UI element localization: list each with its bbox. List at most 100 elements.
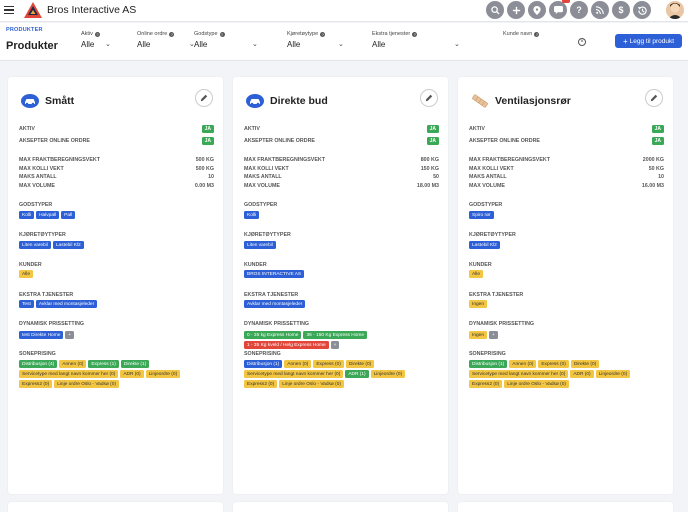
menu-icon[interactable] — [4, 6, 14, 15]
row-label: MAX FRAKTBEREGNINGSVEKT — [19, 157, 100, 163]
filter-godstype[interactable]: Godstype? Alle ⌄ — [194, 31, 264, 53]
help-icon[interactable]: ? — [570, 1, 588, 19]
row-label: AKTIV — [469, 126, 485, 132]
section-label: EKSTRA TJENESTER — [19, 292, 74, 298]
info-row: MAX VOLUME 16.00 M3 — [469, 182, 664, 190]
breadcrumb[interactable]: PRODUKTER — [6, 27, 43, 33]
section-label: EKSTRA TJENESTER — [244, 292, 299, 298]
filter-label: Kjøretøytype — [287, 31, 319, 37]
info-row: AKSEPTER ONLINE ORDRE JA — [244, 137, 439, 145]
tag-list: 0 - 35 kg Express Home 36 - 150 Kg Expres… — [244, 331, 439, 351]
tag: BROS INTERACTIVE AS — [244, 270, 305, 278]
row-value: 150 KG — [420, 166, 439, 172]
filter-kjoretoytype[interactable]: Kjøretøytype? Alle ⌄ — [287, 31, 347, 53]
section-label: SONEPRISING — [244, 351, 281, 357]
tag-list: Distribusjon (1) Annen (0) Express (0) Dire… — [244, 360, 439, 390]
row-label: AKTIV — [244, 126, 260, 132]
rss-icon[interactable] — [591, 1, 609, 19]
product-card — [8, 502, 223, 512]
user-avatar[interactable] — [666, 1, 684, 19]
filter-label: Aktiv — [81, 31, 93, 37]
filter-value: Alle — [287, 40, 301, 49]
add-icon[interactable] — [507, 1, 525, 19]
dollar-icon[interactable]: $ — [612, 1, 630, 19]
tag: 36 - 150 Kg Express Home — [303, 331, 368, 339]
row-value: 500 KG — [195, 157, 214, 163]
help-icon: ? — [412, 31, 418, 37]
row-label: AKTIV — [19, 126, 35, 132]
tag: Express (0) — [538, 360, 569, 368]
section-label: DYNAMISK PRISSETTING — [19, 321, 85, 327]
edit-icon[interactable] — [195, 89, 213, 107]
tag-list: Liten varebil — [244, 241, 439, 251]
car-icon — [246, 94, 264, 108]
filter-label: Online ordre — [137, 31, 168, 37]
status-badge: JA — [201, 125, 214, 133]
section-label: SONEPRISING — [19, 351, 56, 357]
filter-kunde-navn[interactable]: Kunde navn? — [503, 31, 573, 53]
help-icon: ? — [169, 31, 175, 37]
row-label: MAX KOLLI VEKT — [19, 166, 64, 172]
tag: Express2 (0) — [244, 380, 278, 388]
map-pin-icon[interactable] — [528, 1, 546, 19]
row-label: MAX FRAKTBEREGNINGSVEKT — [244, 157, 325, 163]
chevron-down-icon: ⌄ — [338, 41, 344, 48]
add-product-label: Legg til produkt — [629, 37, 675, 45]
help-icon: ? — [320, 31, 326, 37]
car-icon — [21, 94, 39, 108]
help-icon: ? — [534, 31, 540, 37]
app-title: Bros Interactive AS — [47, 4, 137, 16]
row-value: 50 KG — [648, 166, 664, 172]
tag: Distribusjon (1) — [469, 360, 508, 368]
tag: Pall — [61, 211, 76, 219]
product-card — [458, 502, 673, 512]
section-label: KUNDER — [244, 262, 267, 268]
tag: Direkte (0) — [570, 360, 600, 368]
tag-list: Kolli — [244, 211, 439, 221]
section-label: GODSTYPER — [244, 202, 278, 208]
edit-icon[interactable] — [420, 89, 438, 107]
top-bar: Bros Interactive AS ? $ — [0, 0, 688, 22]
tag-list: Alle — [469, 270, 664, 280]
tag: Linjeordre (0) — [370, 370, 406, 378]
info-row: MAX FRAKTBEREGNINGSVEKT 2000 KG — [469, 156, 664, 164]
add-pricing-button[interactable]: + — [65, 331, 75, 339]
tag: Lastebil Kl2 — [469, 241, 500, 249]
filter-label: Kunde navn — [503, 31, 533, 37]
search-icon[interactable] — [486, 1, 504, 19]
filter-online-ordre[interactable]: Online ordre? Alle ⌄ — [137, 31, 197, 53]
chat-icon[interactable] — [549, 0, 570, 19]
filter-label: Ekstra tjenester — [372, 31, 411, 37]
tag: Halvpall — [36, 211, 60, 219]
row-value: 10 — [658, 174, 664, 180]
history-icon[interactable] — [633, 1, 651, 19]
add-pricing-button[interactable]: + — [489, 331, 498, 339]
info-row: AKSEPTER ONLINE ORDRE JA — [469, 137, 664, 145]
add-pricing-button[interactable]: + — [330, 341, 340, 349]
add-product-button[interactable]: + Legg til produkt — [615, 34, 682, 48]
filter-aktiv[interactable]: Aktiv? Alle ⌄ — [81, 31, 141, 53]
row-value: 50 — [433, 174, 439, 180]
row-value: 18.00 M3 — [416, 183, 439, 189]
tag-list: Kolli Halvpall Pall — [19, 211, 214, 221]
notification-badge — [562, 0, 570, 3]
product-title: Direkte bud — [270, 95, 328, 107]
row-label: MAX VOLUME — [19, 183, 55, 189]
info-row: MAX KOLLI VEKT 500 KG — [19, 165, 214, 173]
tag-list: test Direkte Home + — [19, 331, 214, 341]
clear-filter-icon[interactable]: × — [578, 38, 586, 46]
info-row: AKTIV JA — [19, 125, 214, 133]
info-row: MAX KOLLI VEKT 150 KG — [244, 165, 439, 173]
tag: Annen (0) — [59, 360, 87, 368]
filter-ekstra-tjenester[interactable]: Ekstra tjenester? Alle ⌄ — [372, 31, 462, 53]
edit-icon[interactable] — [645, 89, 663, 107]
tag: Spiro rør — [469, 211, 494, 219]
plus-icon: + — [622, 36, 628, 46]
tag: Linje ordre Oslo - Vadsø (0) — [504, 380, 570, 388]
tag: Linje ordre Oslo - Vadsø (0) — [279, 380, 345, 388]
tag: Linjeordre (0) — [595, 370, 631, 378]
info-row: MAX VOLUME 0.00 M3 — [19, 182, 214, 190]
tag-list: Ingen — [469, 300, 664, 310]
row-value: 2000 KG — [642, 157, 664, 163]
help-icon: ? — [94, 31, 100, 37]
